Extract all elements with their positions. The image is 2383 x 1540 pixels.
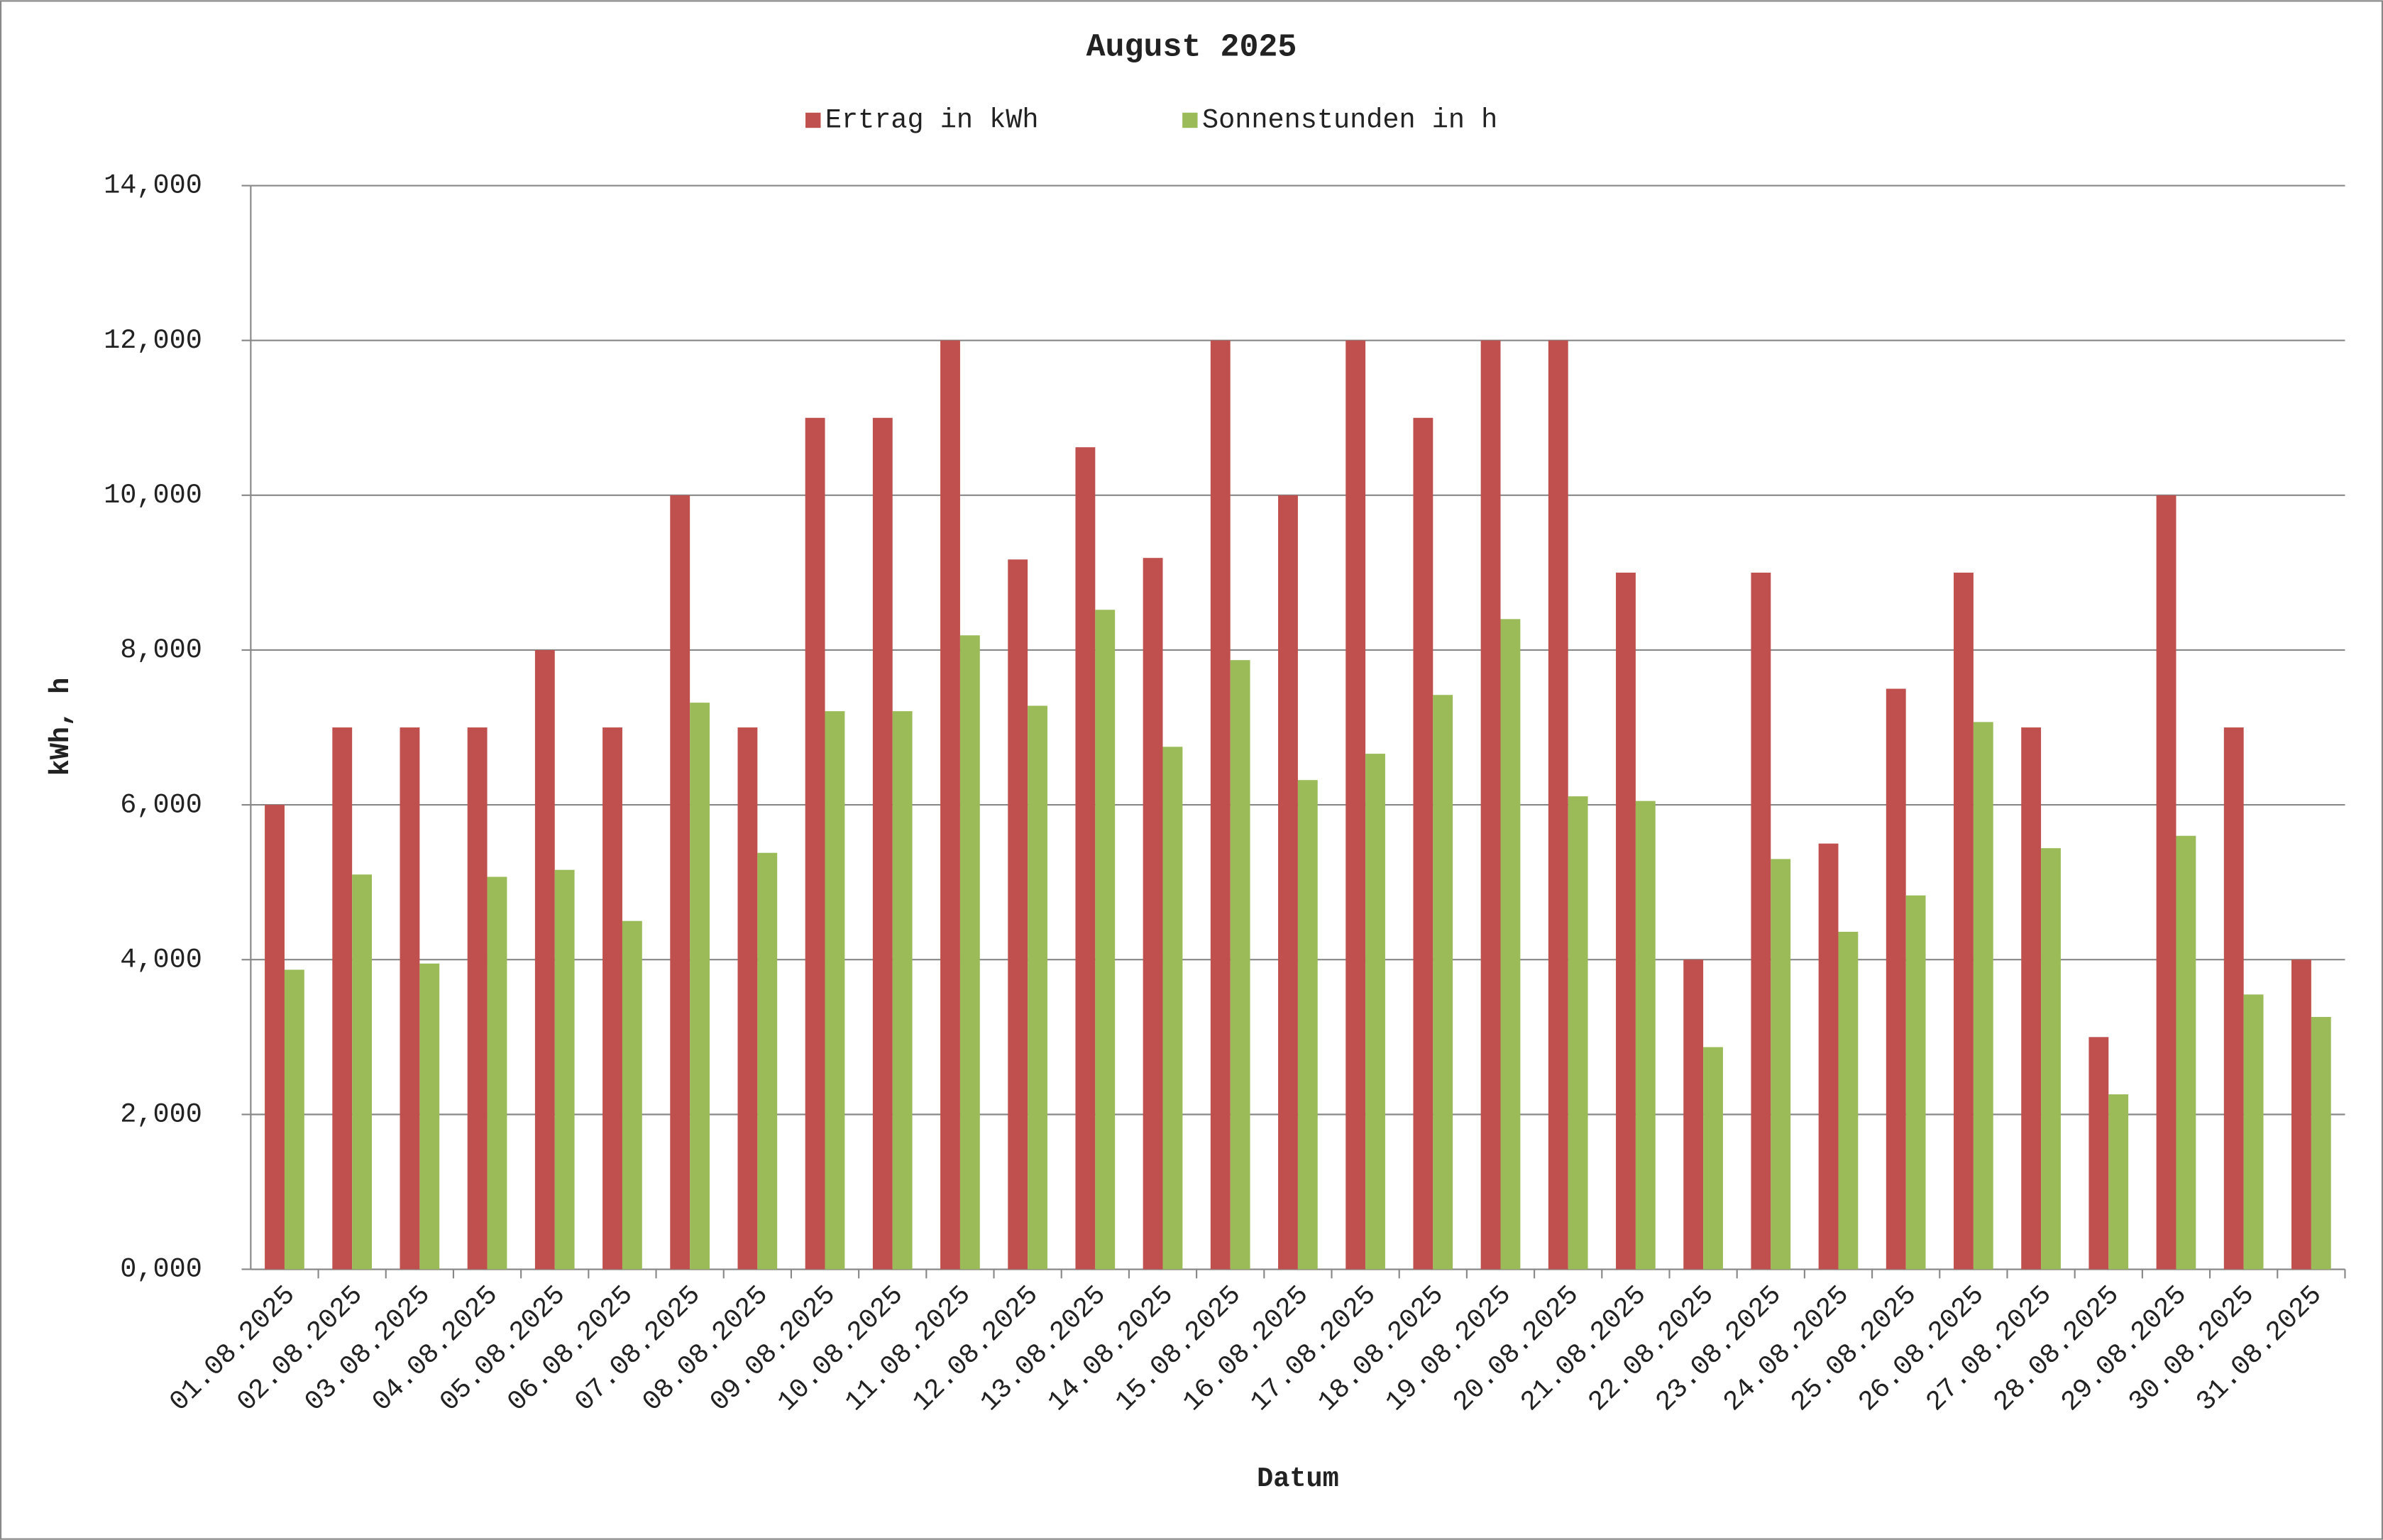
bar xyxy=(1500,619,1521,1270)
bar xyxy=(1683,959,1704,1270)
bar xyxy=(757,852,778,1270)
bar xyxy=(534,649,555,1270)
y-axis-title: kWh, h xyxy=(45,678,77,776)
bar xyxy=(1905,895,1926,1270)
bar xyxy=(1480,340,1501,1270)
bar xyxy=(2243,994,2264,1270)
legend-swatch xyxy=(805,112,821,128)
bar xyxy=(1886,688,1906,1270)
bar xyxy=(1345,340,1366,1270)
bar xyxy=(602,727,622,1270)
bar xyxy=(2223,727,2244,1270)
bar xyxy=(959,635,980,1270)
bar xyxy=(1210,340,1231,1270)
y-tick-label: 6,000 xyxy=(120,789,202,820)
bar xyxy=(892,711,913,1270)
bar xyxy=(1008,559,1028,1270)
bar xyxy=(2291,959,2311,1270)
bar xyxy=(467,727,488,1270)
bar xyxy=(1028,705,1047,1270)
bar xyxy=(2021,727,2042,1270)
bar xyxy=(1095,610,1116,1270)
bar xyxy=(1954,572,1974,1270)
y-tick-label: 2,000 xyxy=(120,1099,202,1131)
bar xyxy=(1365,754,1385,1270)
legend-label: Ertrag in kWh xyxy=(825,105,1039,136)
y-tick-label: 12,000 xyxy=(104,325,202,356)
bar xyxy=(1413,417,1433,1270)
bar xyxy=(1143,558,1163,1270)
bar xyxy=(419,963,440,1270)
bar xyxy=(332,727,353,1270)
bar xyxy=(1297,780,1318,1270)
bar xyxy=(1635,801,1656,1270)
bar xyxy=(622,920,642,1270)
bar xyxy=(825,711,845,1270)
bar xyxy=(1230,660,1250,1270)
bar xyxy=(2108,1094,2129,1270)
bar xyxy=(265,805,285,1270)
x-axis-title: Datum xyxy=(1257,1463,1339,1495)
bar xyxy=(1616,572,1636,1270)
legend-label: Sonnenstunden in h xyxy=(1202,105,1497,136)
bar xyxy=(737,727,758,1270)
bar xyxy=(872,417,893,1270)
legend-swatch xyxy=(1182,112,1198,128)
bar xyxy=(2088,1037,2109,1270)
bar xyxy=(1433,695,1453,1270)
y-tick-label: 4,000 xyxy=(120,944,202,975)
bar xyxy=(1751,572,1771,1270)
bar xyxy=(284,969,304,1270)
bar xyxy=(400,727,420,1270)
bar xyxy=(1278,495,1298,1270)
bar xyxy=(1838,931,1859,1270)
bar xyxy=(1703,1047,1723,1270)
y-tick-label: 0,000 xyxy=(120,1254,202,1285)
bar xyxy=(805,417,825,1270)
bar xyxy=(487,876,507,1270)
bar xyxy=(1973,722,1993,1270)
bar xyxy=(1771,859,1791,1270)
bar xyxy=(2311,1016,2331,1270)
bar xyxy=(352,874,372,1270)
bar xyxy=(2041,848,2061,1270)
y-tick-label: 8,000 xyxy=(120,634,202,666)
y-tick-label: 10,000 xyxy=(104,480,202,511)
bar xyxy=(2176,835,2196,1270)
chart-title: August 2025 xyxy=(1086,30,1297,66)
bar xyxy=(554,869,575,1270)
y-tick-label: 14,000 xyxy=(104,170,202,202)
bar xyxy=(690,703,710,1270)
bar xyxy=(940,340,960,1270)
bar xyxy=(2156,495,2176,1270)
bar xyxy=(1075,447,1096,1270)
bar xyxy=(1568,796,1588,1270)
bar xyxy=(1818,843,1839,1270)
bar xyxy=(670,495,690,1270)
bar xyxy=(1548,340,1568,1270)
bar xyxy=(1162,747,1183,1270)
